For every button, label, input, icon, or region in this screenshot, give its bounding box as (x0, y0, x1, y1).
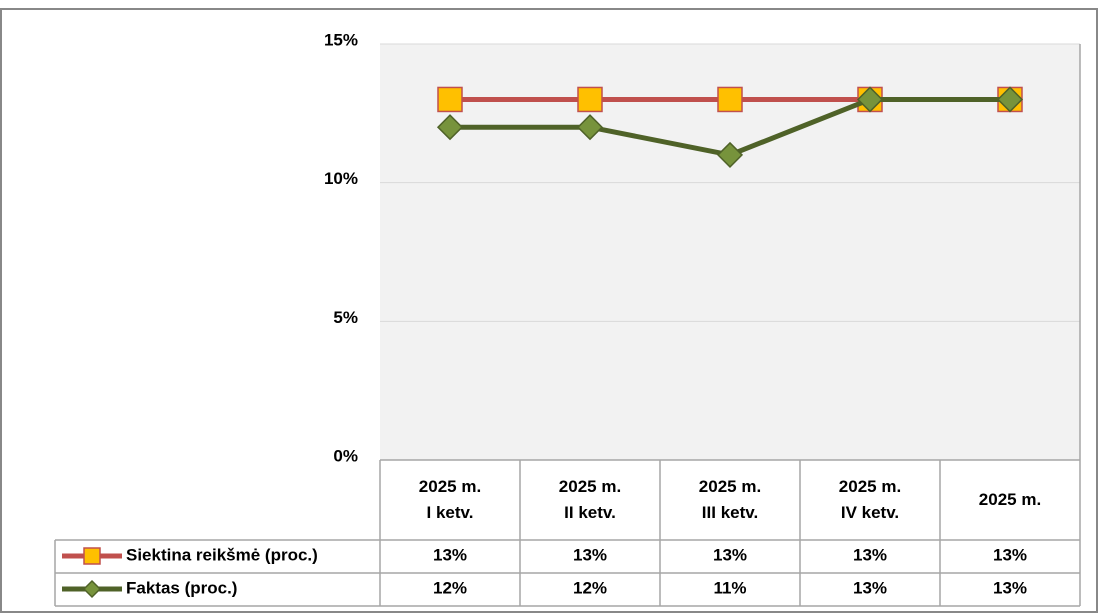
category-cell: 2025 m. IV ketv. (800, 460, 940, 540)
data-label: 11% (713, 578, 746, 597)
data-label: 13% (853, 545, 887, 564)
category-cell: 2025 m. (940, 460, 1080, 540)
y-tick-label: 5% (333, 308, 358, 327)
data-label: 12% (433, 578, 467, 597)
marker (717, 86, 743, 113)
y-tick-label: 10% (324, 169, 358, 188)
data-label: 13% (573, 545, 607, 564)
marker (996, 86, 1024, 113)
data-label: 13% (433, 545, 467, 564)
data-label: 12% (573, 578, 607, 597)
data-label: 13% (713, 545, 747, 564)
marker (577, 86, 603, 113)
category-cell: 2025 m. III ketv. (660, 460, 800, 540)
y-tick-label: 0% (333, 446, 358, 465)
legend-marker (83, 547, 101, 565)
category-cell: 2025 m. II ketv. (520, 460, 660, 540)
data-label: 13% (853, 578, 887, 597)
legend-marker (82, 579, 102, 599)
x-tick-label: 2025 m. (978, 490, 1042, 509)
category-cell: 2025 m. I ketv. (380, 460, 520, 540)
legend-label: Faktas (proc.) (126, 578, 237, 597)
marker (716, 141, 744, 168)
x-tick-label: 2025 m. I ketv. (418, 477, 482, 522)
y-tick-label: 15% (324, 30, 358, 49)
marker (437, 86, 463, 113)
plot-area (380, 44, 1080, 460)
x-tick-label: 2025 m. II ketv. (558, 477, 622, 522)
data-label: 13% (993, 545, 1027, 564)
legend-label: Siektina reikšmė (proc.) (126, 545, 318, 564)
marker (576, 114, 604, 141)
x-tick-label: 2025 m. III ketv. (698, 477, 762, 522)
x-tick-label: 2025 m. IV ketv. (838, 477, 902, 522)
marker (436, 114, 464, 141)
marker (856, 86, 884, 113)
data-label: 13% (993, 578, 1027, 597)
